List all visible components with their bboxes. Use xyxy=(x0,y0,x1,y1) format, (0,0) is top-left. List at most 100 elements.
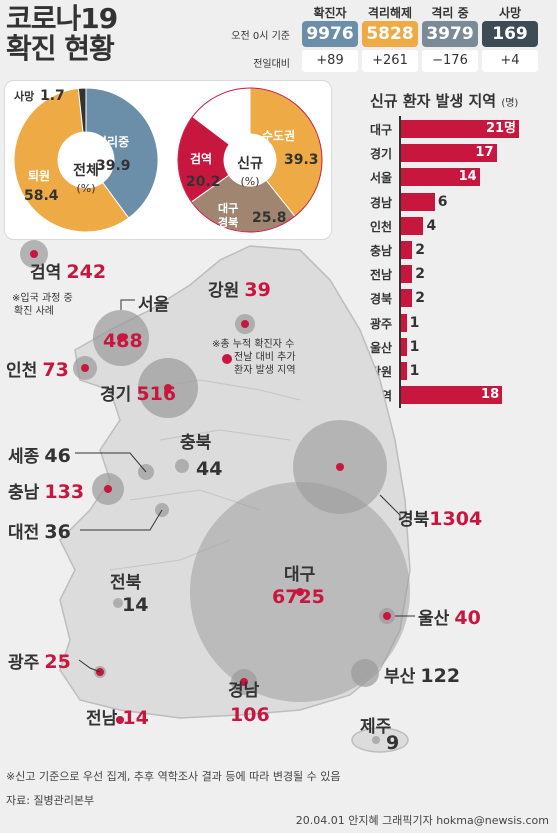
bar-label: 광주 xyxy=(370,316,393,331)
label-incheon: 인천 73 xyxy=(6,359,69,381)
province-borders xyxy=(109,379,301,571)
bar-chart-title: 신규 환자 발생 지역 (명) xyxy=(370,90,518,111)
bar: 17 xyxy=(401,144,497,163)
circle-busan xyxy=(351,659,379,687)
bar-value: 2 xyxy=(415,266,425,283)
bar xyxy=(401,337,407,356)
donut-new xyxy=(177,87,323,233)
donut-total-center-unit: (%) xyxy=(76,182,95,195)
bar-chart-axis xyxy=(399,116,401,408)
circle-chungbuk xyxy=(175,459,189,473)
dot-gyeongnam xyxy=(240,678,248,686)
donut-hole xyxy=(224,134,276,186)
label-chungnam: 충남 133 xyxy=(8,481,85,503)
bar: 18 xyxy=(401,386,503,405)
donut-new-capital-value: 39.3 xyxy=(284,152,319,168)
donut-total-center-label: 전체 xyxy=(73,162,99,179)
label-gyeonggi: 경기 516 xyxy=(100,383,177,405)
label-daegu-value: 6725 xyxy=(272,586,325,608)
dot-jeonnam xyxy=(116,716,124,724)
label-gyeongnam-value: 106 xyxy=(230,704,270,726)
label-gyeongbuk: 경북1304 xyxy=(398,508,483,530)
label-jeonnam: 전남 14 xyxy=(86,707,149,729)
label-jeju-name: 제주 xyxy=(360,717,392,737)
title-line-2: 확진 현황 xyxy=(6,32,115,65)
leader-gwangju xyxy=(78,659,101,673)
bar-label: 경남 xyxy=(370,195,393,210)
stat-value: 9976 xyxy=(302,21,358,47)
page-title: 코로나19 확진 현황 xyxy=(6,2,118,65)
leader-seoul xyxy=(120,299,135,310)
label-gyeongnam-name: 경남 xyxy=(228,681,260,701)
dot-quarantine xyxy=(30,250,38,258)
label-chungbuk-value: 44 xyxy=(196,458,223,480)
dot-ulsan xyxy=(383,612,391,620)
dot-gangwon xyxy=(241,320,249,328)
map-legend: ※총 누적 확진자 수 전날 대비 추가 환자 발생 지역 xyxy=(212,339,296,376)
bar: 14 xyxy=(401,168,480,187)
leader-gyeongbuk xyxy=(379,494,401,520)
leader-daejeon xyxy=(80,509,163,531)
donut-total-released-value: 58.4 xyxy=(24,188,59,204)
bar-value: 6 xyxy=(437,193,448,210)
bar-value: 1 xyxy=(409,338,420,355)
credit: 20.04.01 안지혜 그래픽기자 hokma@newsis.com xyxy=(295,814,549,827)
stat-value: 3979 xyxy=(422,21,478,47)
dot-seoul xyxy=(117,334,125,342)
quarantine-note: ※입국 과정 중 확진 사례 xyxy=(12,293,73,317)
donut-new-center-unit: (%) xyxy=(240,175,259,188)
circle-jeonbuk xyxy=(113,598,123,608)
bar xyxy=(401,216,424,235)
bar xyxy=(401,192,435,211)
label-sejong: 세종 46 xyxy=(8,445,71,467)
label-jeju-value: 9 xyxy=(386,732,400,754)
bar-chart-title-text: 신규 환자 발생 지역 xyxy=(370,92,497,110)
row-label-base-time: 오전 0시 기준 xyxy=(231,31,290,42)
stat-value: 5828 xyxy=(362,21,418,47)
donut-new-dg-label-1: 대구 xyxy=(218,201,238,215)
row-label-prev-day: 전일대비 xyxy=(253,59,290,70)
circle-jeju xyxy=(372,736,380,744)
stat-header: 확진자 xyxy=(313,6,347,20)
label-ulsan: 울산 40 xyxy=(418,607,481,629)
donut-slice xyxy=(85,87,159,219)
label-jeonbuk-value: 14 xyxy=(122,594,149,616)
stat-diff: +261 xyxy=(362,50,418,72)
bar-label: 경북 xyxy=(370,292,393,307)
bar-chart-unit: (명) xyxy=(501,98,519,109)
stat-header: 격리 중 xyxy=(431,6,469,20)
dot-chungnam xyxy=(104,485,112,493)
donut-new-center-label: 신규 xyxy=(237,156,263,172)
dot-daegu xyxy=(296,588,304,596)
bar xyxy=(401,241,413,259)
bar xyxy=(401,265,413,284)
bar-label: 서울 xyxy=(370,171,393,186)
label-daegu-name: 대구 xyxy=(284,565,316,585)
label-daejeon: 대전 36 xyxy=(8,521,71,543)
footnote: ※신고 기준으로 우선 집계, 추후 역학조사 결과 등에 따라 변경될 수 있… xyxy=(6,770,341,783)
title-line-1: 코로나19 xyxy=(6,2,118,35)
label-seoul-name: 서울 xyxy=(138,295,170,315)
label-chungbuk-name: 충북 xyxy=(180,433,212,453)
dot-gyeongbuk xyxy=(336,463,344,471)
donut-charts: 전체 (%) 격리중 39.9 퇴원 58.4 사망 1.7 신규 (%) 수도… xyxy=(13,87,323,233)
bar xyxy=(401,313,407,332)
donut-total-death-value: 1.7 xyxy=(40,88,65,104)
bar-value: 4 xyxy=(426,217,437,234)
bar-value: 1 xyxy=(409,363,420,379)
bar-value: 2 xyxy=(415,242,425,258)
leader-sejong xyxy=(75,452,147,473)
legend-red-dot xyxy=(222,354,232,364)
bar: 21명 xyxy=(401,120,519,138)
stat-diff: −176 xyxy=(422,50,478,72)
donut-new-quarantine-value: 20.2 xyxy=(186,174,221,190)
bar-label: 대구 xyxy=(370,123,393,137)
dot-incheon xyxy=(81,364,89,372)
donut-new-dg-label-2: 경북 xyxy=(218,215,238,229)
donut-total-death-label: 사망 xyxy=(14,89,34,103)
donut-new-dg-value: 25.8 xyxy=(252,210,287,226)
bar-label: 전남 xyxy=(370,268,393,283)
bar-value: 2 xyxy=(415,290,425,307)
donut-new-capital-label: 수도권 xyxy=(262,129,295,143)
bar-value: 1 xyxy=(409,314,420,331)
